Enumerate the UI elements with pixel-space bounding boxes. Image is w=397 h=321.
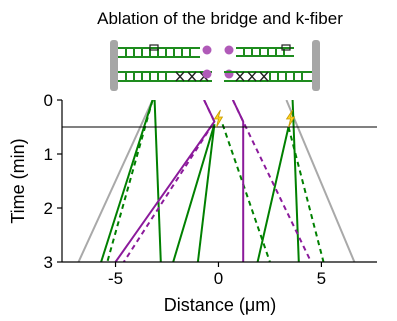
- ablation-markers: [213, 109, 296, 128]
- bottom-left-fiber: [118, 71, 212, 82]
- y-axis-title: Time (min): [8, 138, 28, 223]
- series-line-13-purple-dashed: [122, 100, 216, 262]
- lightning-bolt-icon-1: [213, 109, 224, 128]
- chart-title: Ablation of the bridge and k-fiber: [97, 9, 343, 28]
- series-line-6-green-solid: [172, 124, 216, 262]
- kinetochore-bottom-left: [202, 69, 212, 79]
- series-line-7-green-solid: [196, 124, 216, 262]
- top-right-fiber: [236, 47, 294, 57]
- y-tick-label-3: 2: [44, 199, 53, 218]
- bottom-right-crosslinks: [235, 71, 269, 82]
- x-tick-label-2: 0: [214, 269, 223, 288]
- kinetochore-bottom-right: [224, 69, 234, 79]
- top-left-marker: [149, 44, 159, 51]
- y-tick-label-1: 0: [44, 91, 53, 110]
- top-right-marker: [281, 44, 291, 51]
- spindle-schematic: [110, 40, 320, 91]
- top-left-fiber: [118, 47, 200, 58]
- x-axis-title: Distance (μm): [164, 295, 276, 315]
- lightning-bolt-icon-2: [285, 109, 296, 128]
- x-tick-label-3: 5: [317, 269, 326, 288]
- x-tick-label-1: -5: [108, 269, 123, 288]
- kinetochore-top-right: [224, 45, 234, 55]
- series-line-1-gray-solid: [77, 100, 154, 262]
- series-layer: [77, 100, 356, 262]
- series-line-15-purple-dashed: [231, 100, 313, 262]
- series-line-12-purple-solid: [114, 100, 216, 262]
- axis-ticks: -5 0 5 0 1 2 3: [44, 91, 327, 288]
- series-line-5-green-solid: [153, 100, 162, 262]
- y-tick-label-4: 3: [44, 253, 53, 272]
- kinetochore-top-left: [202, 45, 212, 55]
- y-tick-label-2: 1: [44, 145, 53, 164]
- series-line-14-purple-solid: [231, 100, 245, 262]
- series-line-3-green-solid: [100, 100, 154, 262]
- left-pole-bar: [110, 40, 118, 91]
- series-line-9-green-solid: [256, 126, 290, 262]
- right-pole-bar: [312, 40, 320, 91]
